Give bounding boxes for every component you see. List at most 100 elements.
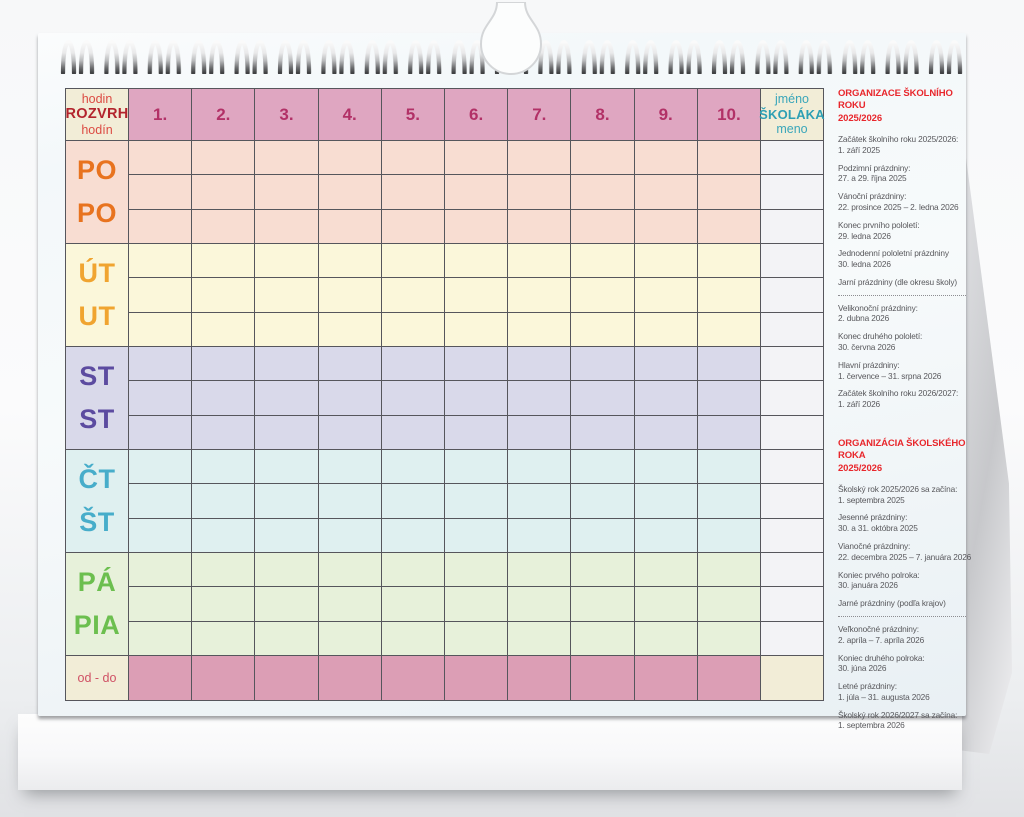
timetable-cell — [255, 518, 319, 553]
info-item: Jarné prázdniny (podľa krajov) — [838, 598, 966, 617]
fill-in-line — [838, 609, 966, 617]
timetable-cell — [508, 209, 572, 244]
timetable-cell — [318, 278, 382, 313]
timetable-cell — [192, 312, 256, 347]
timetable-cell — [571, 244, 635, 279]
timetable-cell — [697, 175, 761, 210]
timetable-cell — [634, 415, 698, 450]
timetable-cell — [445, 415, 509, 450]
timetable-cell — [571, 621, 635, 656]
timetable-cell — [634, 484, 698, 519]
timetable-cell — [445, 141, 509, 176]
info-label: Jesenné prázdniny: — [838, 512, 908, 523]
info-item: Vianočné prázdniny: 22. decembra 2025 – 7… — [838, 541, 971, 563]
day-label-cell: ÚT UT — [66, 244, 129, 347]
day-label-cell: ST ST — [66, 347, 129, 450]
info-item: Konec prvního pololetí: 29. ledna 2026 — [838, 220, 966, 242]
period-header-cell: 4. — [318, 89, 382, 141]
timetable-cell — [571, 381, 635, 416]
timetable-cell — [129, 450, 193, 485]
sk-section-title-line1: ORGANIZÁCIA ŠKOLSKÉHO ROKA — [838, 437, 966, 462]
timetable-cell — [381, 278, 445, 313]
timetable-cell — [697, 553, 761, 588]
timetable-cell — [129, 244, 193, 279]
day-name-sk: PIA — [73, 609, 121, 640]
sk-section-title: ORGANIZÁCIA ŠKOLSKÉHO ROKA 2025/2026 — [838, 438, 966, 475]
info-value: 1. září 2025 — [838, 144, 881, 155]
timetable-cell — [634, 278, 698, 313]
time-range-cell — [318, 656, 382, 701]
timetable-cell — [571, 518, 635, 553]
day-name-cz: PO — [76, 154, 117, 185]
info-value: 2. dubna 2026 — [838, 313, 890, 324]
info-item: Začátek školního roku 2025/2026: 1. září … — [838, 134, 966, 156]
name-column-cell — [761, 141, 824, 176]
timetable-cell — [508, 141, 572, 176]
info-value: 1. septembra 2026 — [838, 720, 905, 731]
timetable: hodin ROZVRH hodín 1. 2. 3. 4. 5. 6. 7. 8. 9. 10.… — [65, 88, 825, 701]
timetable-cell — [381, 553, 445, 588]
timetable-cell — [129, 415, 193, 450]
timetable-cell — [318, 141, 382, 176]
name-column-cell — [761, 381, 824, 416]
info-value: 1. září 2026 — [838, 399, 881, 410]
timetable-cell — [192, 621, 256, 656]
timetable-cell — [255, 347, 319, 382]
timetable-cell — [255, 484, 319, 519]
day-name-cz: ČT — [78, 463, 116, 494]
name-column-cell — [761, 347, 824, 382]
timetable-cell — [634, 175, 698, 210]
info-label: Vianočné prázdniny: — [838, 541, 911, 552]
time-range-cell — [571, 656, 635, 701]
period-header-cell: 5. — [381, 89, 445, 141]
info-label: Konec prvního pololetí: — [838, 219, 920, 230]
period-header-cell: 6. — [445, 89, 509, 141]
period-header-cell: 7. — [508, 89, 572, 141]
info-label: Začátek školního roku 2025/2026: — [838, 134, 959, 145]
timetable-cell — [318, 347, 382, 382]
skolaka-label: ŠKOLÁKA — [759, 106, 825, 122]
info-item: Jednodenní pololetní prázdniny 30. ledna … — [838, 248, 966, 270]
timetable-cell — [571, 347, 635, 382]
info-item: Jarní prázdniny (dle okresu školy) — [838, 277, 966, 296]
info-item: Jesenné prázdniny: 30. a 31. októbra 2025 — [838, 512, 966, 534]
name-header-cell: jméno ŠKOLÁKA meno — [759, 89, 825, 141]
timetable-cell — [129, 621, 193, 656]
name-column-cell — [761, 587, 824, 622]
calendar-sheet: hodin ROZVRH hodín 1. 2. 3. 4. 5. 6. 7. 8. 9. 10.… — [38, 33, 971, 730]
jmeno-label: jméno — [774, 92, 810, 107]
timetable-cell — [255, 381, 319, 416]
day-band: ÚT UT — [66, 244, 824, 347]
sk-section-title-line2: 2025/2026 — [838, 462, 883, 474]
sk-school-year-section: ORGANIZÁCIA ŠKOLSKÉHO ROKA 2025/2026 Ško… — [838, 438, 971, 731]
info-label: Podzimní prázdniny: — [838, 162, 911, 173]
timetable-cell — [255, 209, 319, 244]
timetable-cell — [192, 553, 256, 588]
period-header-cell: 2. — [192, 89, 256, 141]
day-name-sk: ST — [79, 403, 115, 434]
timetable-cell — [255, 141, 319, 176]
name-column-cell — [761, 278, 824, 313]
day-label-cell: PÁ PIA — [66, 553, 129, 656]
day-name-cz: PÁ — [77, 566, 117, 597]
timetable-cell — [508, 553, 572, 588]
info-label: Veľkonočné prázdniny: — [838, 623, 919, 634]
day-name-sk: ŠT — [79, 506, 115, 537]
od-do-label: od - do — [77, 671, 117, 685]
timetable-cell — [508, 518, 572, 553]
day-band: ČT ŠT — [66, 450, 824, 553]
info-item: Vánoční prázdniny: 22. prosince 2025 – 2.… — [838, 191, 966, 213]
info-label: Jarní prázdniny (dle okresu školy) — [838, 276, 957, 287]
sidebar-cz-items: Začátek školního roku 2025/2026: 1. září … — [838, 134, 966, 410]
time-range-cell — [255, 656, 319, 701]
timetable-cell — [318, 415, 382, 450]
info-item: Začátek školního roku 2026/2027: 1. září … — [838, 388, 966, 410]
timetable-cell — [571, 587, 635, 622]
timetable-cell — [318, 450, 382, 485]
hodin-cz-label: hodin — [81, 92, 113, 107]
timetable-cell — [445, 381, 509, 416]
timetable-cell — [381, 141, 445, 176]
timetable-cell — [508, 312, 572, 347]
info-value: 30. ledna 2026 — [838, 259, 891, 270]
timetable-cell — [255, 278, 319, 313]
